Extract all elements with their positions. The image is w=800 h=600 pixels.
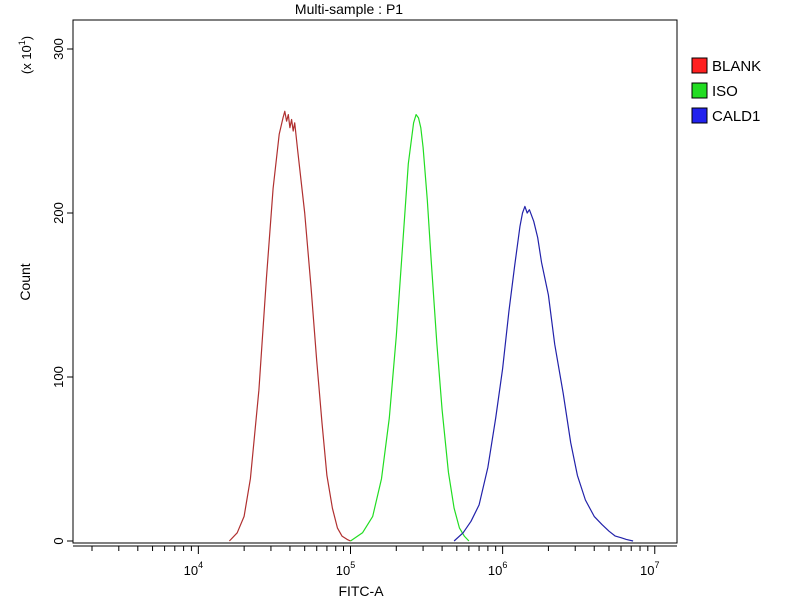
y-tick-label: 300 bbox=[51, 38, 66, 60]
legend: BLANK ISO CALD1 bbox=[691, 57, 761, 125]
series-layer bbox=[228, 110, 634, 542]
series-line-cald1 bbox=[453, 205, 634, 542]
x-tick-exp: 7 bbox=[654, 560, 659, 570]
y-tick-label: 100 bbox=[51, 366, 66, 388]
y-scale-exp: 1 bbox=[17, 40, 27, 45]
series-line-iso bbox=[350, 113, 470, 542]
y-tick-label: 200 bbox=[51, 202, 66, 224]
x-tick-base: 10 bbox=[184, 563, 198, 578]
y-axis-label: Count bbox=[17, 263, 33, 300]
x-tick-label: 105 bbox=[336, 560, 355, 578]
y-axis-ticks: 0 100 200 300 bbox=[51, 38, 73, 545]
x-tick-exp: 4 bbox=[198, 560, 203, 570]
legend-label-iso: ISO bbox=[712, 83, 738, 100]
x-tick-exp: 5 bbox=[350, 560, 355, 570]
x-tick-base: 10 bbox=[488, 563, 502, 578]
x-tick-label: 106 bbox=[488, 560, 507, 578]
legend-swatch-iso bbox=[691, 82, 708, 99]
x-axis-ticks: 104 105 106 107 bbox=[73, 545, 677, 578]
chart-title: Multi-sample : P1 bbox=[295, 1, 403, 17]
legend-swatch-cald1 bbox=[691, 107, 708, 124]
legend-label-blank: BLANK bbox=[712, 58, 761, 75]
x-tick-base: 10 bbox=[336, 563, 350, 578]
series-line-blank bbox=[228, 110, 351, 542]
plot-frame bbox=[72, 19, 678, 544]
x-tick-label: 107 bbox=[640, 560, 659, 578]
x-tick-base: 10 bbox=[640, 563, 654, 578]
x-axis-label: FITC-A bbox=[338, 583, 384, 599]
legend-label-cald1: CALD1 bbox=[712, 108, 760, 125]
y-tick-label: 0 bbox=[51, 537, 66, 544]
x-tick-label: 104 bbox=[184, 560, 203, 578]
legend-swatch-blank bbox=[691, 57, 708, 74]
y-scale-base: (x 10 bbox=[19, 45, 34, 74]
y-scale-note: (x 101) bbox=[17, 36, 34, 74]
y-scale-close: ) bbox=[19, 36, 34, 40]
x-tick-exp: 6 bbox=[502, 560, 507, 570]
